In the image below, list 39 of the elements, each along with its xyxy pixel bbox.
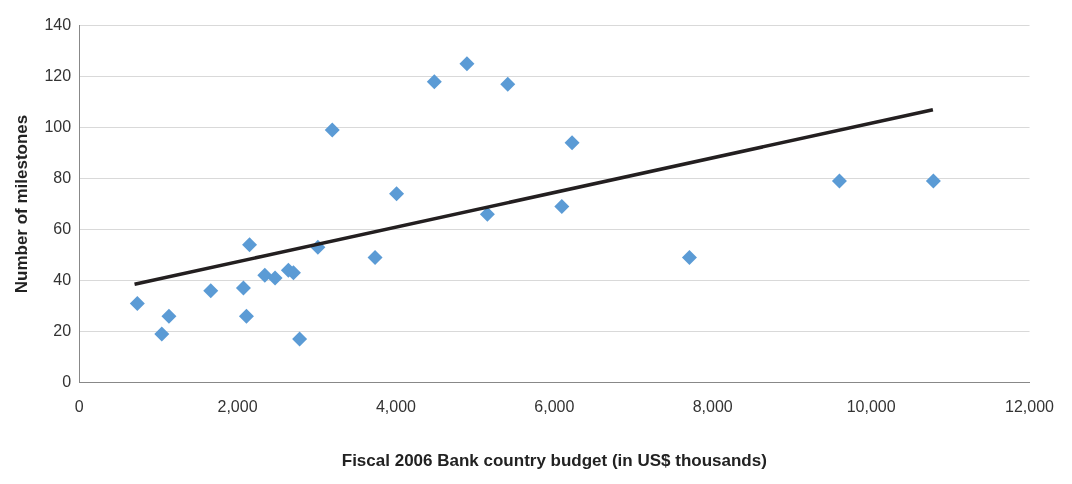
point	[925, 173, 941, 189]
y-tick-label: 120	[44, 66, 72, 84]
point	[426, 74, 442, 90]
x-tick-label: 2,000	[217, 398, 258, 416]
point	[831, 173, 847, 189]
y-tick-label: 100	[44, 117, 72, 135]
point	[267, 270, 283, 286]
y-tick-label: 80	[53, 168, 72, 186]
point	[154, 326, 170, 342]
point	[459, 56, 475, 72]
point	[681, 250, 697, 266]
point	[129, 295, 145, 311]
point	[292, 331, 308, 347]
point	[500, 76, 516, 92]
x-axis-title: Fiscal 2006 Bank country budget (in US$ thousands)	[341, 451, 767, 471]
point	[238, 308, 254, 324]
point	[161, 308, 177, 324]
x-tick-label: 8,000	[692, 398, 733, 416]
point	[235, 280, 251, 296]
point	[203, 283, 219, 299]
point	[257, 267, 273, 283]
y-tick-label: 0	[62, 372, 72, 390]
point	[367, 250, 383, 266]
x-tick-label: 6,000	[534, 398, 575, 416]
point	[324, 122, 340, 138]
point	[554, 199, 570, 215]
x-tick-label: 0	[74, 398, 84, 416]
point	[389, 186, 405, 202]
point	[242, 237, 258, 253]
point	[564, 135, 580, 151]
point	[479, 206, 495, 222]
y-tick-label: 140	[44, 16, 72, 34]
y-tick-label: 20	[53, 321, 72, 339]
x-tick-label: 4,000	[375, 398, 417, 416]
y-tick-label: 40	[53, 270, 72, 288]
y-axis-title: Number of milestones	[11, 114, 31, 294]
y-tick-label: 60	[53, 219, 72, 237]
x-tick-label: 12,000	[1005, 398, 1055, 416]
x-tick-label: 10,000	[846, 398, 896, 416]
